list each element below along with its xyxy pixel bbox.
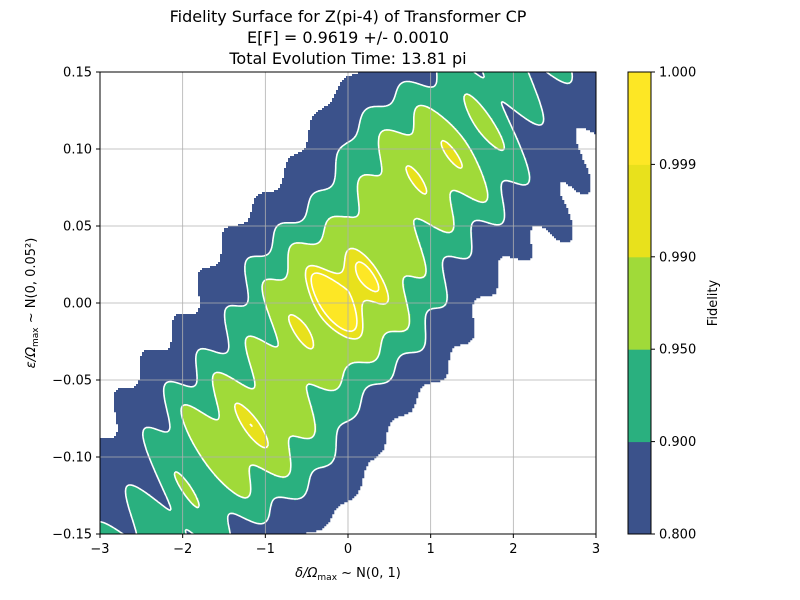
x-axis-label-main: δ/Ω: [295, 566, 317, 581]
colorbar-band-2: [628, 256, 651, 350]
contour-lines: [100, 72, 574, 534]
colorbar: 0.800 0.900 0.950 0.990 0.999 1.000: [627, 66, 696, 543]
x-axis: −3 −2 −1 0 1 2 3: [90, 534, 600, 557]
colorbar-tick-label-0: 0.800: [659, 528, 696, 543]
y-axis: −0.15 −0.10 −0.05 0.00 0.05 0.10 0.15: [52, 66, 100, 543]
colorbar-tick-label-4: 0.999: [659, 158, 696, 173]
colorbar-tick-label-5: 1.000: [659, 66, 696, 81]
x-tick-label-0: −3: [90, 542, 109, 557]
colorbar-frame: [627, 71, 652, 535]
colorbar-label: Fidelity: [706, 279, 721, 326]
fidelity-band-2: [174, 94, 505, 509]
contour-line-3: [249, 261, 380, 427]
x-axis-label: δ/Ωmax ~ N(0, 1): [295, 566, 401, 583]
y-tick-label-0: −0.15: [52, 528, 92, 543]
contour-line-2: [234, 139, 463, 449]
x-tick-label-1: −2: [173, 542, 192, 557]
y-axis-label-tail: ~ N(0, 0.05²): [24, 238, 39, 328]
y-axis-label-sub: max: [31, 327, 41, 347]
chart-title: Fidelity Surface for Z(pi-4) of Transfor…: [170, 7, 527, 68]
x-tick-label-5: 2: [509, 542, 517, 557]
x-tick-label-3: 0: [344, 542, 352, 557]
title-line-2: E[F] = 0.9619 +/- 0.0010: [247, 28, 449, 47]
colorbar-band-4: [628, 72, 651, 165]
grid-lines: [100, 72, 596, 534]
y-tick-label-1: −0.10: [52, 451, 92, 466]
x-tick-label-6: 3: [592, 542, 600, 557]
x-tick-label-2: −1: [256, 542, 275, 557]
y-tick-label-5: 0.10: [63, 143, 92, 158]
colorbar-tick-label-2: 0.950: [659, 343, 696, 358]
y-axis-label: ε/Ωmax ~ N(0, 0.05²): [24, 238, 41, 369]
x-tick-label-4: 1: [427, 542, 435, 557]
plot-area: [100, 72, 596, 534]
colorbar-band-1: [628, 349, 651, 443]
colorbar-tick-label-1: 0.900: [659, 435, 696, 450]
colorbar-tick-label-3: 0.990: [659, 250, 696, 265]
title-line-1: Fidelity Surface for Z(pi-4) of Transfor…: [170, 7, 527, 26]
title-line-3: Total Evolution Time: 13.81 pi: [228, 49, 466, 68]
y-axis-label-main: ε/Ω: [24, 347, 39, 368]
x-axis-label-sub: max: [317, 573, 337, 583]
contour-line-1: [173, 93, 506, 509]
colorbar-band-3: [628, 164, 651, 258]
y-tick-label-2: −0.05: [52, 374, 92, 389]
y-tick-label-4: 0.05: [63, 220, 92, 235]
fidelity-band-4: [312, 262, 379, 333]
y-tick-label-3: 0.00: [63, 297, 92, 312]
colorbar-band-0: [628, 441, 651, 535]
x-axis-label-tail: ~ N(0, 1): [337, 566, 401, 581]
y-tick-label-6: 0.15: [63, 66, 92, 81]
